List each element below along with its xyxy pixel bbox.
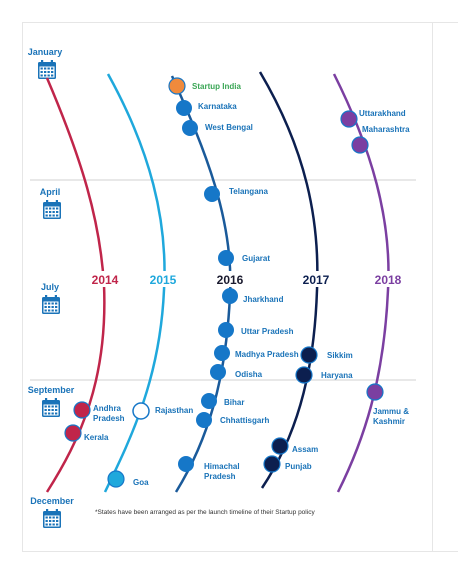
label-uttar-pradesh: Uttar Pradesh (241, 327, 294, 336)
label-sikkim: Sikkim (327, 351, 353, 360)
label-west-bengal: West Bengal (205, 123, 253, 132)
label-jammu-line1: Jammu & (373, 407, 409, 416)
node-andhra-pradesh (73, 401, 91, 419)
label-telangana: Telangana (229, 187, 269, 196)
month-december: December (30, 496, 74, 506)
node-sikkim (300, 346, 318, 364)
node-odisha (210, 364, 226, 380)
node-west-bengal (182, 120, 198, 136)
node-haryana (295, 366, 313, 384)
timeline-2015 (103, 73, 166, 493)
label-startup-india: Startup India (192, 82, 241, 91)
label-jammu-line2: Kashmir (373, 417, 405, 426)
year-2015: 2015 (150, 273, 177, 287)
node-gujarat (218, 250, 234, 266)
calendar-icon (43, 509, 61, 528)
label-bihar: Bihar (224, 398, 244, 407)
label-andhra-line1: Andhra (93, 404, 122, 413)
calendar-icon (42, 295, 60, 314)
node-telangana (204, 186, 220, 202)
node-karnataka (176, 100, 192, 116)
month-april: April (40, 187, 61, 197)
timeline-2017 (258, 71, 319, 489)
year-2017: 2017 (303, 273, 330, 287)
label-rajasthan: Rajasthan (155, 406, 193, 415)
node-himachal-pradesh (178, 456, 194, 472)
adjacent-panel-edge (433, 22, 458, 552)
calendar-icon (38, 60, 56, 79)
node-assam (271, 437, 289, 455)
label-karnataka: Karnataka (198, 102, 237, 111)
label-kerala: Kerala (84, 433, 109, 442)
label-assam: Assam (292, 445, 318, 454)
label-maharashtra: Maharashtra (362, 125, 410, 134)
node-madhya-pradesh (214, 345, 230, 361)
label-andhra-line2: Pradesh (93, 414, 125, 423)
node-rajasthan (132, 402, 150, 420)
node-chhattisgarh (196, 412, 212, 428)
year-2016: 2016 (217, 273, 244, 287)
label-odisha: Odisha (235, 370, 263, 379)
label-uttarakhand: Uttarakhand (359, 109, 406, 118)
node-goa (107, 470, 125, 488)
footnote: *States have been arranged as per the la… (95, 509, 315, 516)
year-2018: 2018 (375, 273, 402, 287)
label-himachal-line1: Himachal (204, 462, 240, 471)
node-kerala (64, 424, 82, 442)
node-jharkhand (222, 288, 238, 304)
node-jammu-kashmir (366, 383, 384, 401)
label-jharkhand: Jharkhand (243, 295, 284, 304)
label-himachal-line2: Pradesh (204, 472, 236, 481)
node-maharashtra (351, 136, 369, 154)
month-september: September (28, 385, 75, 395)
calendar-icon (42, 398, 60, 417)
node-startup-india (168, 77, 186, 95)
node-punjab (263, 455, 281, 473)
month-july: July (41, 282, 59, 292)
month-january: January (28, 47, 63, 57)
node-uttar-pradesh (218, 322, 234, 338)
node-uttarakhand (340, 110, 358, 128)
label-madhya-pradesh: Madhya Pradesh (235, 350, 299, 359)
calendar-icon (43, 200, 61, 219)
label-punjab: Punjab (285, 462, 312, 471)
label-haryana: Haryana (321, 371, 353, 380)
label-goa: Goa (133, 478, 149, 487)
year-2014: 2014 (92, 273, 119, 287)
node-bihar (201, 393, 217, 409)
label-gujarat: Gujarat (242, 254, 270, 263)
label-chhattisgarh: Chhattisgarh (220, 416, 269, 425)
